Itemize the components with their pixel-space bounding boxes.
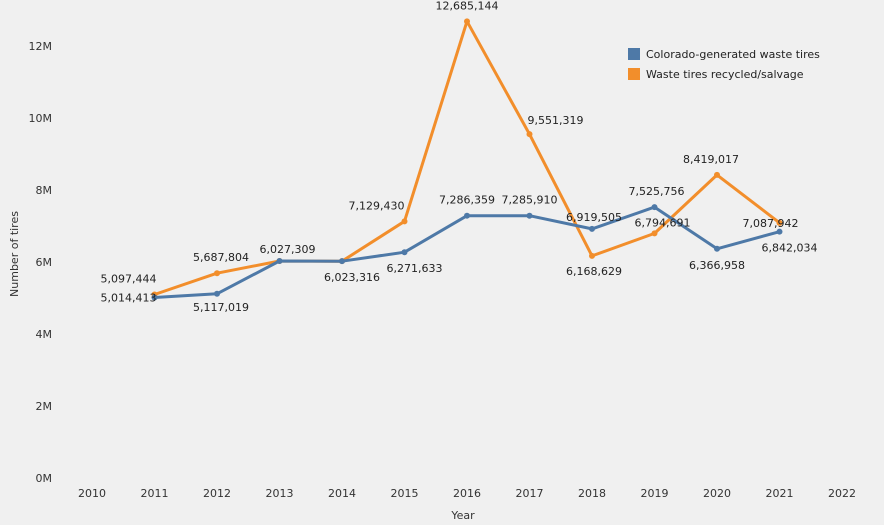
x-tick-label: 2012 [203, 487, 231, 500]
y-tick-label: 12M [29, 40, 53, 53]
x-tick-label: 2018 [578, 487, 606, 500]
data-point [526, 212, 533, 219]
x-tick-label: 2016 [453, 487, 481, 500]
data-label: 7,087,942 [743, 217, 799, 230]
x-tick-label: 2021 [766, 487, 794, 500]
y-tick-label: 0M [36, 472, 53, 485]
legend-label: Waste tires recycled/salvage [646, 68, 804, 81]
data-label: 6,271,633 [387, 262, 443, 275]
data-point [214, 290, 220, 297]
data-label: 6,842,034 [762, 242, 818, 255]
data-label: 8,419,017 [683, 153, 739, 166]
plot-area: 5,014,413 5,117,019 6,027,309 6,023,316 6,27… [101, 0, 818, 314]
x-tick-label: 2019 [641, 487, 669, 500]
y-axis-title: Number of tires [8, 211, 21, 297]
x-tick-label: 2022 [828, 487, 856, 500]
data-point [589, 252, 595, 259]
data-point [651, 204, 658, 211]
data-label: 6,168,629 [566, 265, 622, 278]
legend-label: Colorado-generated waste tires [646, 48, 820, 61]
data-point [651, 230, 658, 237]
data-point [276, 258, 283, 265]
data-label: 6,794,691 [635, 216, 691, 229]
y-tick-label: 8M [36, 184, 53, 197]
data-label: 5,097,444 [101, 272, 157, 285]
legend-swatch [628, 48, 640, 60]
y-tick-label: 4M [36, 328, 53, 341]
data-point [776, 228, 783, 235]
data-point [776, 219, 783, 226]
data-label: 7,286,359 [439, 194, 495, 207]
data-point [526, 131, 533, 138]
x-axis-title: Year [450, 509, 475, 522]
legend: Colorado-generated waste tires Waste tire… [628, 48, 820, 81]
data-label: 5,014,413 [101, 291, 157, 304]
data-point [589, 225, 595, 232]
data-point [464, 18, 470, 25]
axes: Number of tires Year [8, 211, 475, 522]
y-axis-ticks: 0M 2M 4M 6M 8M 10M 12M [29, 40, 53, 485]
x-tick-label: 2017 [516, 487, 544, 500]
x-tick-label: 2014 [328, 487, 356, 500]
x-tick-label: 2011 [141, 487, 169, 500]
data-point [339, 258, 345, 265]
data-label: 9,551,319 [528, 114, 584, 127]
data-point [151, 294, 158, 301]
y-tick-label: 2M [36, 400, 53, 413]
data-label: 7,129,430 [349, 199, 405, 212]
legend-swatch [628, 68, 640, 80]
data-point [401, 218, 408, 225]
data-point [214, 270, 220, 277]
data-label: 6,366,958 [689, 259, 745, 272]
data-label: 5,117,019 [193, 301, 249, 314]
y-tick-label: 10M [29, 112, 53, 125]
data-label: 5,687,804 [193, 251, 249, 264]
x-tick-label: 2013 [266, 487, 294, 500]
data-label: 12,685,144 [436, 0, 499, 12]
x-tick-label: 2010 [78, 487, 106, 500]
data-label: 6,023,316 [324, 271, 380, 284]
data-label: 6,027,309 [260, 243, 316, 256]
data-point [401, 249, 408, 256]
data-label: 7,525,756 [629, 185, 685, 198]
x-tick-label: 2015 [391, 487, 419, 500]
data-point [464, 212, 470, 219]
data-label: 6,919,505 [566, 211, 622, 224]
data-point [714, 171, 720, 178]
y-tick-label: 6M [36, 256, 53, 269]
x-tick-label: 2020 [703, 487, 731, 500]
data-label: 7,285,910 [502, 194, 558, 207]
x-axis-ticks: 2010 2011 2012 2013 2014 2015 2016 2017 2018 2019… [78, 487, 856, 500]
data-point [714, 245, 720, 252]
